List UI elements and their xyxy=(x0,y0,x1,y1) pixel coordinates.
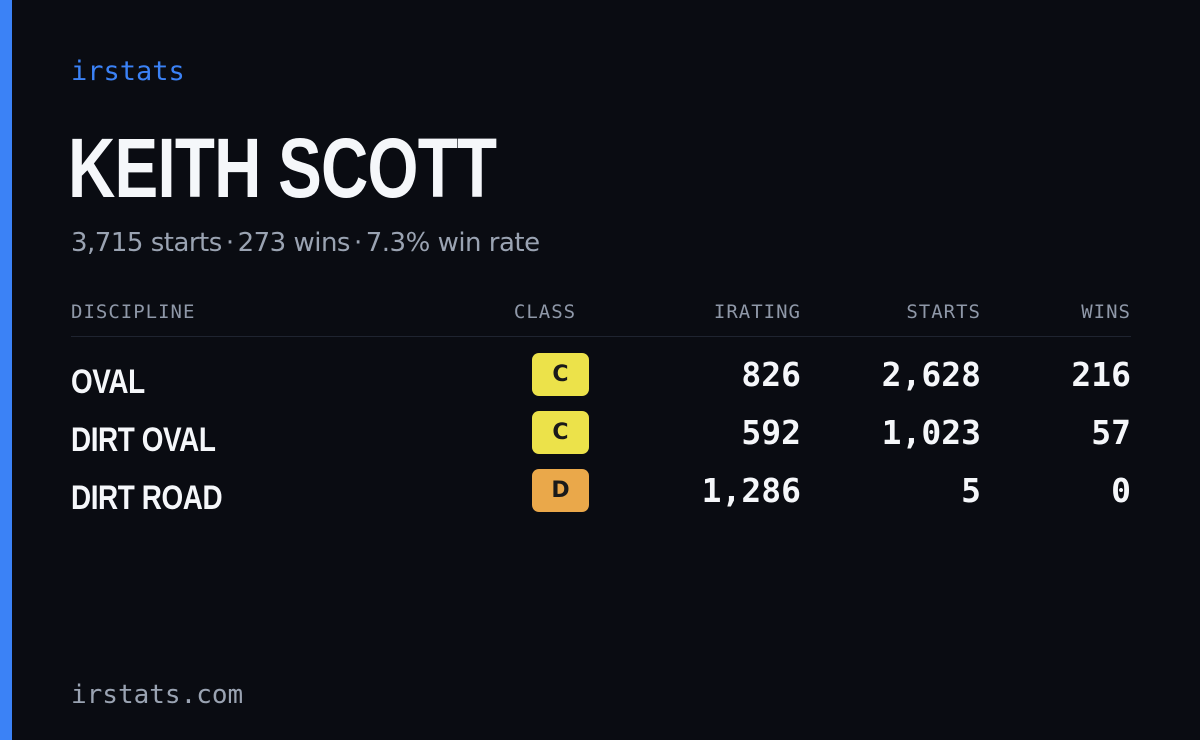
header-starts: STARTS xyxy=(906,301,981,323)
accent-bar xyxy=(0,0,12,740)
wins-value: 216 xyxy=(1071,355,1131,394)
irating-value: 592 xyxy=(741,413,801,452)
wins-value: 57 xyxy=(1091,413,1131,452)
irating-value: 826 xyxy=(741,355,801,394)
class-badge: D xyxy=(532,469,589,512)
brand-logo[interactable]: irstats xyxy=(71,56,185,87)
table-row: DIRT OVAL C 592 1,023 57 xyxy=(71,411,1131,469)
table-row: DIRT ROAD D 1,286 5 0 xyxy=(71,469,1131,527)
discipline-name: DIRT ROAD xyxy=(71,479,223,517)
starts-value: 1,023 xyxy=(881,413,981,452)
discipline-name: DIRT OVAL xyxy=(71,421,216,459)
summary-separator: · xyxy=(353,228,362,258)
header-class: CLASS xyxy=(513,301,577,323)
footer-url[interactable]: irstats.com xyxy=(71,680,244,710)
driver-summary: 3,715 starts · 273 wins · 7.3% win rate xyxy=(71,228,540,258)
starts-value: 2,628 xyxy=(881,355,981,394)
summary-win-rate: 7.3% win rate xyxy=(365,228,540,258)
class-badge: C xyxy=(532,411,589,454)
summary-starts: 3,715 starts xyxy=(71,228,222,258)
discipline-table: DISCIPLINE CLASS IRATING STARTS WINS OVA… xyxy=(71,296,1131,527)
table-header: DISCIPLINE CLASS IRATING STARTS WINS xyxy=(71,296,1131,337)
starts-value: 5 xyxy=(961,471,981,510)
header-discipline: DISCIPLINE xyxy=(71,301,196,323)
summary-separator: · xyxy=(225,228,234,258)
class-badge: C xyxy=(532,353,589,396)
header-wins: WINS xyxy=(1081,301,1131,323)
driver-name: KEITH SCOTT xyxy=(68,121,497,215)
wins-value: 0 xyxy=(1111,471,1131,510)
summary-wins: 273 wins xyxy=(237,228,351,258)
irating-value: 1,286 xyxy=(701,471,801,510)
table-row: OVAL C 826 2,628 216 xyxy=(71,353,1131,411)
header-irating: IRATING xyxy=(713,301,801,323)
discipline-name: OVAL xyxy=(71,363,145,401)
table-body: OVAL C 826 2,628 216 DIRT OVAL C 592 1,0… xyxy=(71,337,1131,527)
